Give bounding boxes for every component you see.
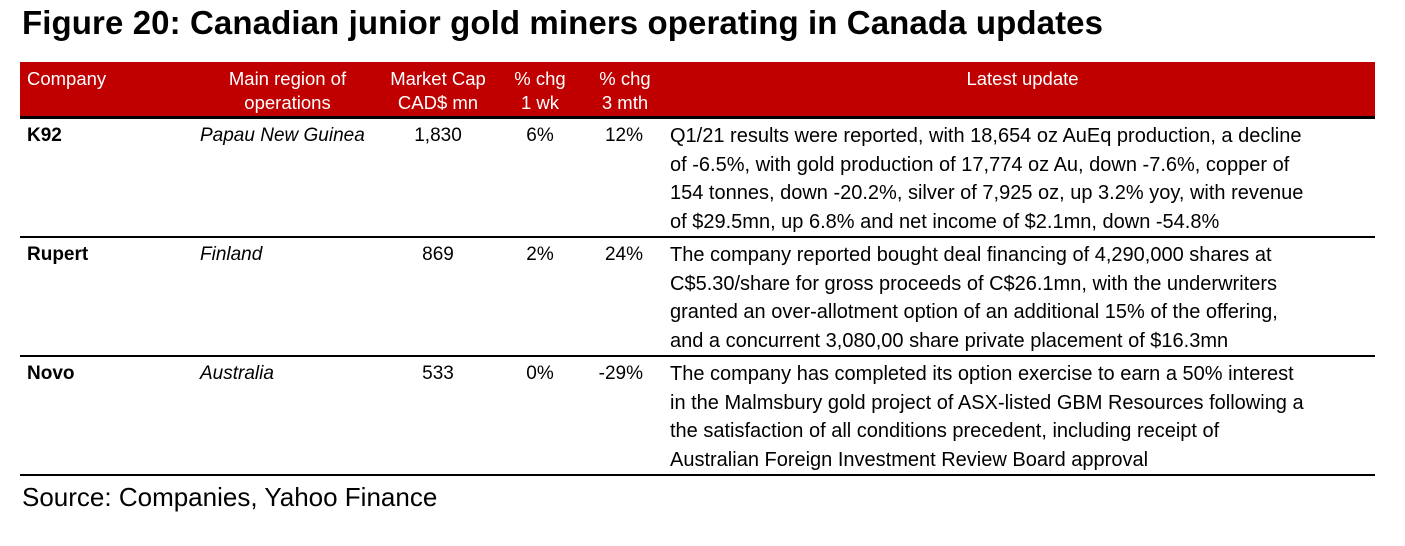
region-cell: Papau New Guinea <box>200 125 365 146</box>
update-line: and a concurrent 3,080,00 share private … <box>670 329 1229 352</box>
chg-1wk-cell: 0% <box>526 363 554 384</box>
chg-1wk-cell: 6% <box>526 125 554 146</box>
table-row: Novo Australia 533 0% -29% The company has co… <box>20 357 1375 476</box>
table-header: Company Main region of operations Market… <box>20 62 1375 119</box>
update-line: The company has completed its option exe… <box>670 363 1294 385</box>
region-cell: Australia <box>200 363 274 384</box>
header-market-cap: Market Cap CAD$ mn <box>382 67 494 115</box>
update-line: of $29.5mn, up 6.8% and net income of $2… <box>670 210 1220 233</box>
chg-3mth-cell: 24% <box>604 244 643 265</box>
update-line: Australian Foreign Investment Review Boa… <box>670 448 1149 471</box>
region-cell: Finland <box>200 244 263 265</box>
market-cap-cell: 533 <box>422 363 454 384</box>
header-region: Main region of operations <box>220 67 355 115</box>
header-wk-line1: % chg <box>514 68 566 89</box>
header-chg-3mth: % chg 3 mth <box>595 67 655 115</box>
update-line: C$5.30/share for gross proceeds of C$26.… <box>670 272 1277 295</box>
update-line: the satisfaction of all conditions prece… <box>670 420 1220 442</box>
market-cap-cell: 869 <box>422 244 454 265</box>
company-cell: K92 <box>27 125 62 146</box>
chg-3mth-cell: -29% <box>598 363 643 384</box>
table-row: Rupert Finland 869 2% 24% The company reporte… <box>20 238 1375 357</box>
header-mcap-line1: Market Cap <box>390 68 486 89</box>
header-company: Company <box>27 68 107 89</box>
figure-title: Figure 20: Canadian junior gold miners o… <box>22 4 1104 41</box>
company-cell: Rupert <box>27 244 89 265</box>
chg-3mth-cell: 12% <box>604 125 643 146</box>
miners-table: Company Main region of operations Market… <box>20 62 1375 476</box>
update-line: 154 tonnes, down -20.2%, silver of 7,925… <box>670 182 1304 204</box>
update-line: of -6.5%, with gold production of 17,774… <box>670 153 1290 176</box>
header-latest-update: Latest update <box>966 68 1079 89</box>
header-region-line1: Main region of <box>228 68 347 89</box>
latest-update-cell: The company reported bought deal financi… <box>670 238 1375 355</box>
header-mth-line2: 3 mth <box>601 92 649 113</box>
source-note: Source: Companies, Yahoo Finance <box>22 482 438 512</box>
update-line: Q1/21 results were reported, with 18,654… <box>670 125 1302 147</box>
header-wk-line2: 1 wk <box>520 92 560 113</box>
chg-1wk-cell: 2% <box>526 244 554 265</box>
update-line: in the Malmsbury gold project of ASX-lis… <box>670 391 1304 414</box>
company-cell: Novo <box>27 363 75 384</box>
market-cap-cell: 1,830 <box>414 125 462 146</box>
header-mth-line1: % chg <box>599 68 651 89</box>
header-mcap-line2: CAD$ mn <box>397 92 479 113</box>
update-line: The company reported bought deal financi… <box>670 244 1272 266</box>
table-row: K92 Papau New Guinea 1,830 6% 12% Q1/21 resul… <box>20 119 1375 238</box>
header-region-line2: operations <box>244 92 331 113</box>
header-chg-1wk: % chg 1 wk <box>510 67 570 115</box>
latest-update-cell: Q1/21 results were reported, with 18,654… <box>670 119 1375 236</box>
latest-update-cell: The company has completed its option exe… <box>670 357 1375 474</box>
update-line: granted an over-allotment option of an a… <box>670 301 1278 323</box>
